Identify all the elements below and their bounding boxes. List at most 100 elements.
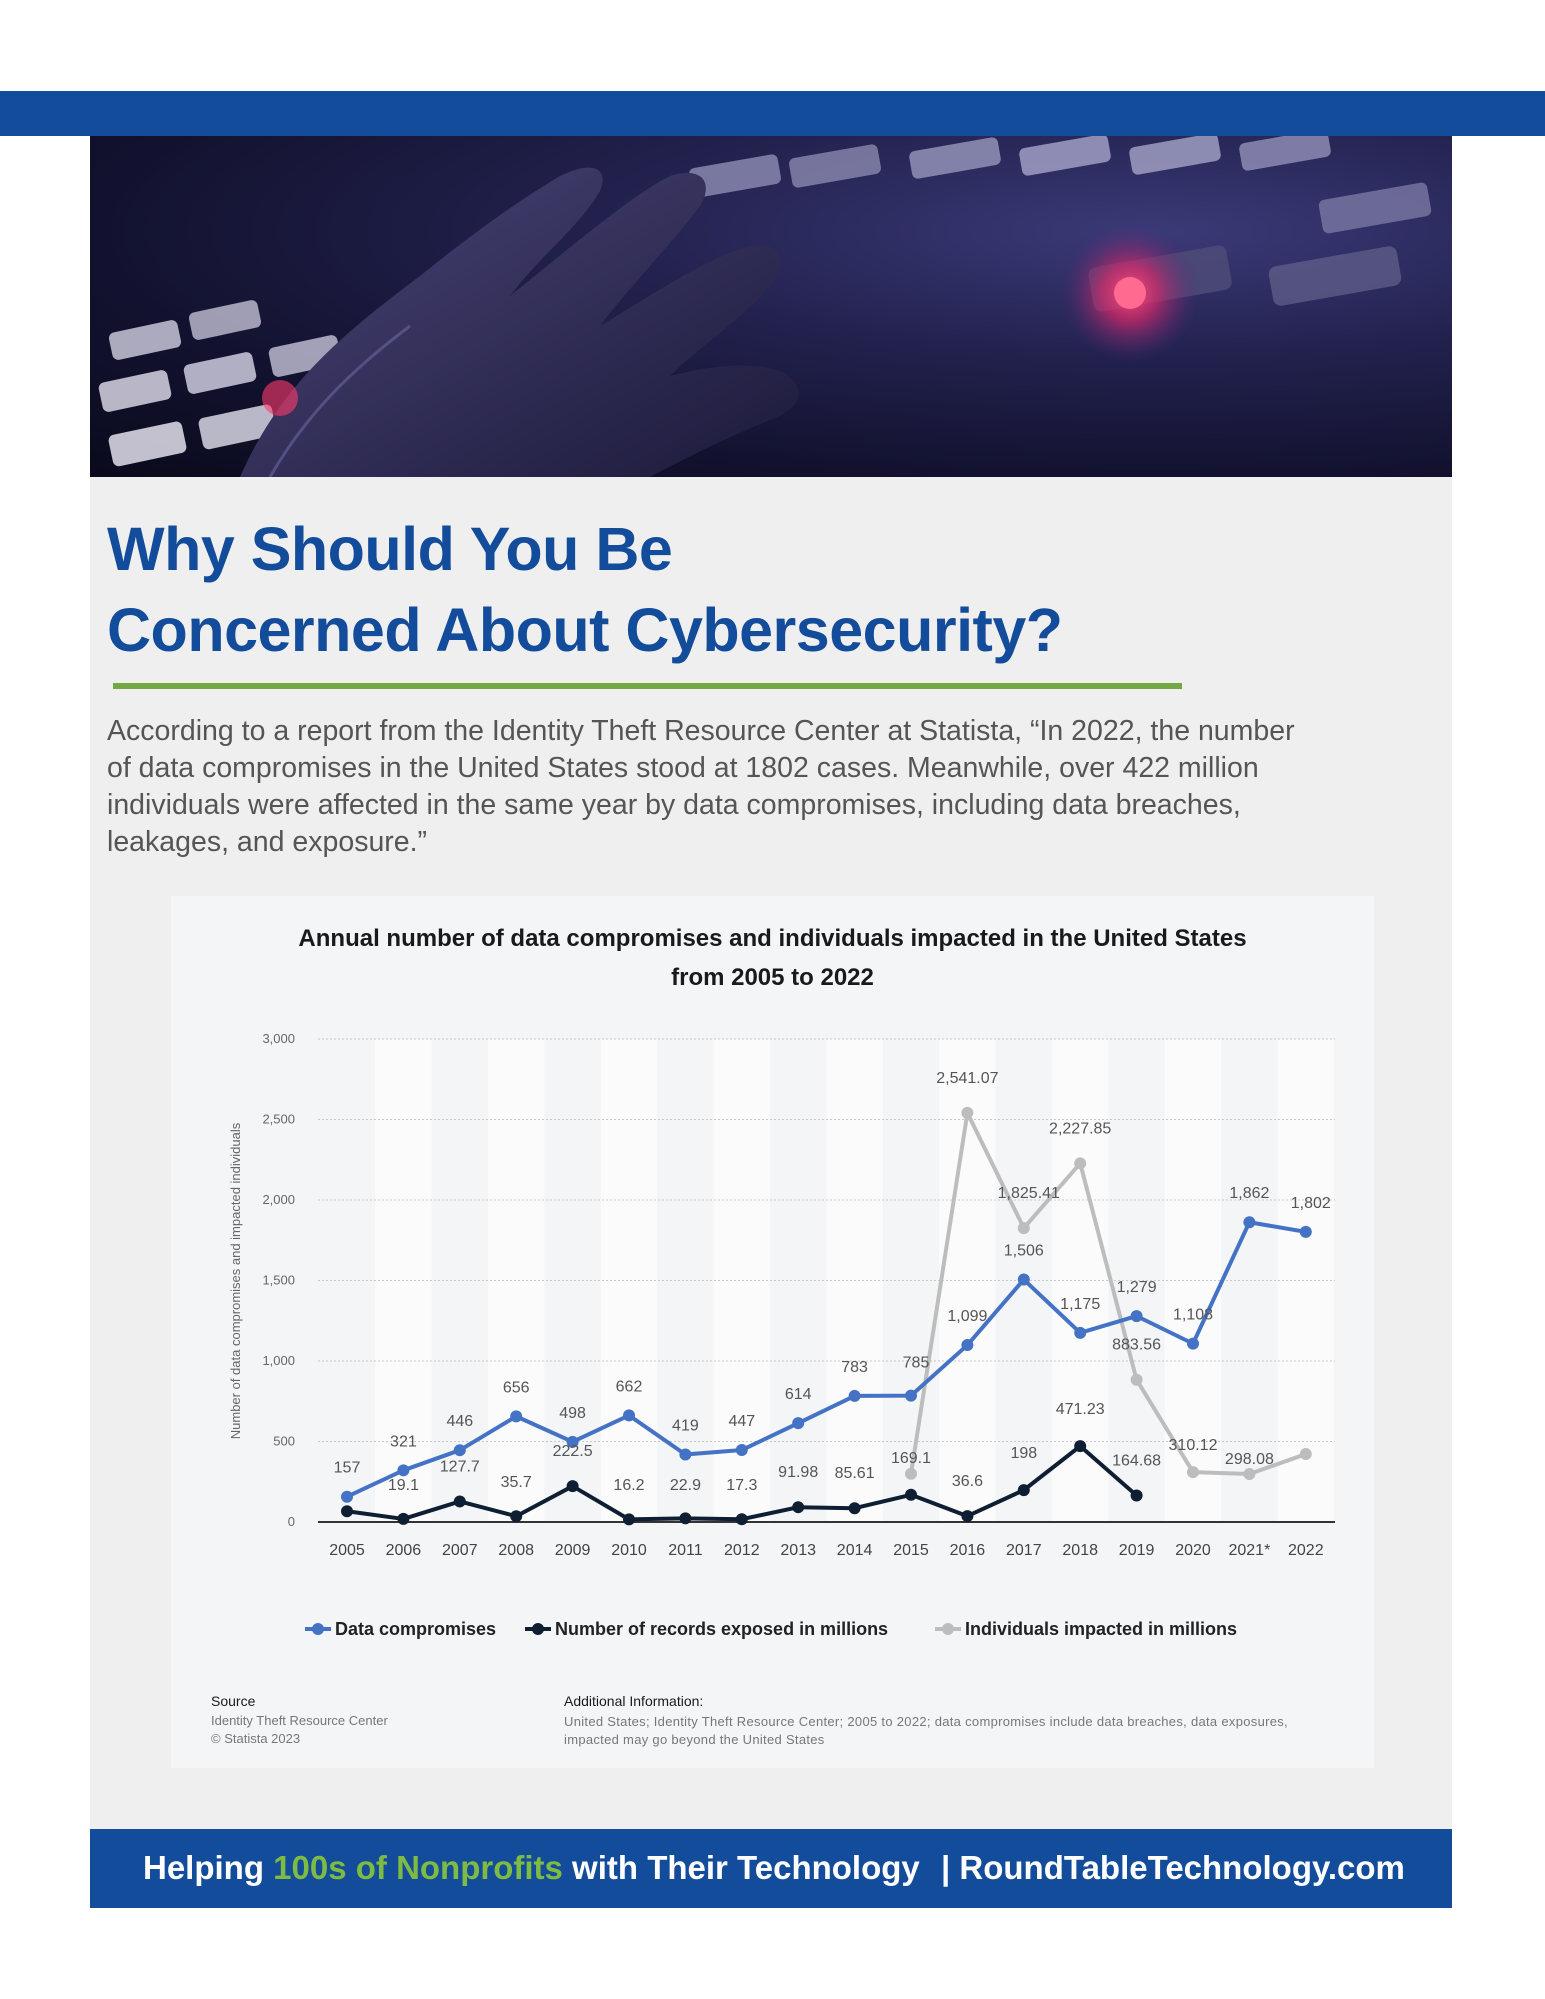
x-tick-label: 2020	[1175, 1542, 1211, 1559]
data-label: 1,108	[1173, 1307, 1213, 1324]
data-point	[397, 1512, 410, 1525]
legend-label: Individuals impacted in millions	[965, 1619, 1237, 1639]
data-label: 1,506	[1004, 1243, 1044, 1260]
x-tick-label: 2011	[668, 1542, 703, 1559]
data-label: 447	[728, 1413, 755, 1430]
data-point	[1187, 1466, 1199, 1479]
title-line-1: Why Should You Be	[107, 515, 673, 583]
chart-title: Annual number of data compromises and in…	[171, 919, 1374, 997]
data-label: 2,227.85	[1049, 1120, 1111, 1137]
y-tick-label: 0	[288, 1514, 295, 1529]
series-line-2	[909, 1110, 1307, 1477]
data-point	[905, 1488, 917, 1501]
y-tick-label: 3,000	[262, 1031, 295, 1046]
data-label: 298.08	[1225, 1451, 1274, 1468]
data-point	[961, 1510, 974, 1523]
x-tick-label: 2015	[893, 1542, 929, 1559]
data-label: 471.23	[1056, 1401, 1105, 1418]
x-tick-label: 2019	[1119, 1542, 1155, 1559]
data-label: 22.9	[670, 1477, 701, 1494]
source-copyright: © Statista 2023	[211, 1731, 301, 1746]
intro-line: According to a report from the Identity …	[107, 715, 1295, 747]
x-tick-label: 2007	[442, 1542, 478, 1559]
data-label: 419	[672, 1418, 699, 1435]
footer-bar	[90, 1829, 1452, 1908]
data-point	[623, 1409, 635, 1422]
source-name: Identity Theft Resource Center	[211, 1713, 388, 1728]
data-point	[566, 1435, 579, 1448]
y-tick-label: 2,000	[262, 1192, 295, 1207]
data-label: 446	[446, 1413, 473, 1430]
data-point	[848, 1502, 861, 1515]
data-label: 498	[559, 1405, 586, 1422]
data-point	[1017, 1222, 1030, 1235]
data-label: 16.2	[613, 1477, 644, 1494]
x-tick-label: 2012	[724, 1542, 760, 1559]
additional-info-text: United States; Identity Theft Resource C…	[564, 1713, 1374, 1749]
footer-tagline-end: with Their Technology	[562, 1849, 920, 1886]
data-point	[341, 1505, 353, 1518]
data-label: 35.7	[501, 1474, 532, 1491]
x-tick-label: 2022	[1288, 1542, 1324, 1559]
footer-website-link[interactable]: | RoundTableTechnology.com	[941, 1849, 1405, 1886]
data-point	[510, 1410, 523, 1423]
data-point	[905, 1467, 917, 1480]
data-label: 1,802	[1291, 1195, 1331, 1212]
x-tick-label: 2018	[1062, 1542, 1098, 1559]
footer-tagline-start: Helping	[143, 1849, 274, 1886]
data-point	[679, 1512, 692, 1525]
x-tick-label: 2008	[498, 1542, 534, 1559]
intro-line: of data compromises in the United States…	[107, 752, 1259, 784]
hero-image	[90, 136, 1452, 477]
data-point	[1017, 1273, 1030, 1286]
data-point	[1187, 1337, 1199, 1350]
data-point	[735, 1513, 748, 1526]
data-point	[1299, 1225, 1312, 1238]
x-tick-label: 2014	[837, 1542, 873, 1559]
data-point	[453, 1444, 466, 1457]
intro-paragraph: According to a report from the Identity …	[107, 713, 1407, 861]
data-label: 656	[503, 1379, 530, 1396]
data-label: 85.61	[835, 1465, 875, 1482]
data-label: 198	[1010, 1445, 1037, 1462]
data-point	[623, 1513, 635, 1526]
data-point	[397, 1464, 410, 1477]
series-line-0	[346, 1220, 1307, 1499]
data-label: 19.1	[388, 1477, 419, 1494]
data-point	[1130, 1489, 1143, 1502]
data-point	[679, 1448, 692, 1461]
y-tick-label: 1,000	[262, 1353, 295, 1368]
source-label: Source	[211, 1693, 256, 1709]
data-point	[792, 1501, 805, 1514]
data-label: 164.68	[1112, 1452, 1161, 1469]
legend-swatch-marker	[942, 1623, 954, 1635]
data-label: 662	[616, 1378, 643, 1395]
data-point	[905, 1389, 917, 1402]
data-label: 883.56	[1112, 1337, 1161, 1354]
legend-swatch-marker	[532, 1623, 544, 1635]
data-label: 785	[903, 1355, 930, 1372]
title-line-2: Concerned About Cybersecurity?	[107, 596, 1063, 664]
data-point	[961, 1106, 974, 1119]
chart-title-line-2: from 2005 to 2022	[671, 964, 874, 991]
data-label: 614	[785, 1386, 812, 1403]
y-tick-label: 500	[273, 1434, 295, 1449]
data-label: 783	[841, 1359, 868, 1376]
chart-title-line-1: Annual number of data compromises and in…	[298, 925, 1247, 952]
data-point	[566, 1480, 579, 1493]
data-label: 222.5	[553, 1443, 593, 1460]
data-label: 1,099	[947, 1308, 987, 1325]
data-point	[1243, 1216, 1256, 1229]
y-axis-label: Number of data compromises and impacted …	[228, 1122, 243, 1439]
data-point	[341, 1490, 353, 1503]
additional-info-label: Additional Information:	[564, 1693, 704, 1709]
footer-tagline-highlight: 100s of Nonprofits	[273, 1849, 563, 1886]
data-label: 127.7	[440, 1458, 480, 1475]
top-banner-bar	[0, 91, 1545, 136]
data-label: 310.12	[1169, 1437, 1218, 1454]
x-tick-label: 2010	[611, 1542, 647, 1559]
intro-line: leakages, and exposure.”	[107, 826, 428, 858]
x-tick-label: 2013	[780, 1542, 816, 1559]
intro-line: individuals were affected in the same ye…	[107, 789, 1241, 821]
